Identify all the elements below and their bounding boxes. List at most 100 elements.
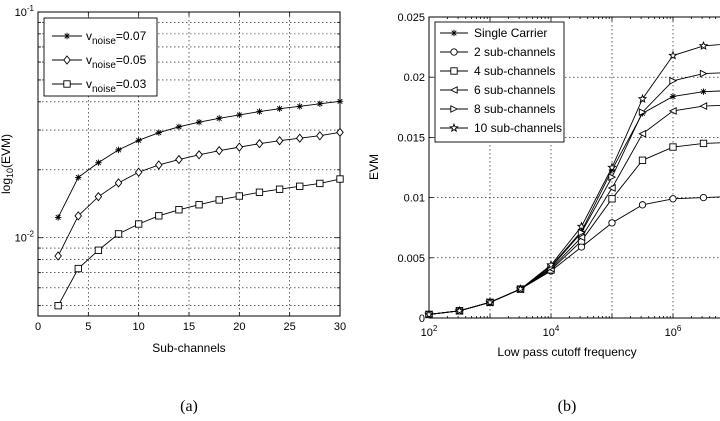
chart-b-legend-marker [450,67,458,75]
chart-a-point [54,214,62,221]
chart-b-legend-label: 6 sub-channels [474,83,555,97]
chart-b-point [698,40,709,51]
chart-a-point [235,192,243,200]
chart-b-legend-label: 4 sub-channels [474,64,555,78]
chart-b-legend-marker [449,86,458,94]
chart-a-xtick-label: 25 [284,321,296,333]
chart-a-point [336,98,344,105]
chart-a-point [195,118,203,126]
chart-b-point [700,88,707,95]
chart-a-point [296,103,303,110]
chart-a-point [74,211,83,221]
chart-a-point [75,174,82,181]
chart-b-grid [429,17,720,318]
chart-a-point [155,160,163,170]
chart-b-point [669,93,677,100]
chart-a-xtick-label: 15 [183,321,195,333]
chart-a-xlabel: Sub-channels [152,341,225,355]
chart-b-point [577,233,586,242]
chart-b-point [699,69,708,78]
chart-a-point [114,230,123,238]
chart-b-legend-marker [450,105,459,113]
chart-b-ytick-label: 0.02 [404,72,425,84]
chart-b-point [669,195,677,203]
chart-b-point [608,219,616,227]
chart-a-point [54,302,62,310]
chart-b-point [576,221,587,231]
chart-a-legend-marker [63,80,71,88]
chart-a-ylabel: log10(EVM) [0,134,15,194]
chart-b-ytick-label: 0.01 [404,193,425,205]
chart-a-point [195,201,203,209]
chart-b-point [485,297,495,307]
chart-a-point [94,246,103,254]
chart-a-point [115,146,122,154]
chart-b-legend-marker [450,29,458,37]
chart-b-point [424,309,434,319]
chart-b-point [669,76,678,85]
chart-b-point [699,193,708,202]
chart-a-point [276,105,283,112]
chart-a-xtick-label: 10 [133,321,145,333]
chart-b-point [546,259,556,270]
chart-b-xtick-label: 102 [421,324,438,339]
chart-a-point [256,108,263,115]
chart-b-point [515,284,526,294]
chart-a-legend-label: vnoise=0.05 [86,53,147,71]
chart-a-point [215,145,223,156]
chart-b-legend-box [434,21,565,143]
chart-a-point [336,175,344,183]
chart-a-caption: (a) [180,398,198,415]
chart-b-point [699,102,708,111]
chart-b-point [637,93,648,103]
chart-b-xlabel: Low pass cutoff frequency [497,345,636,359]
chart-b-point [638,156,647,164]
chart-b-xtick-label: 104 [543,324,560,339]
chart-a-point [336,127,344,138]
chart-b-series [424,40,720,319]
chart-b-axes: 102 104 106 0 0.005 0.01 0.015 0.02 0.025 [397,12,717,339]
chart-a-ytick-label: 10-2 [15,230,35,245]
chart-a-point [74,264,82,273]
chart-a-point [316,100,324,108]
chart-b-legend-marker [449,122,459,133]
chart-a-point [134,167,143,177]
chart-b-legend-label: 2 sub-channels [474,45,555,59]
chart-a-ylabel-text: log10(EVM) [0,134,15,194]
chart-b: 102 104 106 0 0.005 0.01 0.015 0.02 0.025 Low pa… [367,12,720,415]
chart-a-point [275,185,284,193]
chart-a-xtick-label: 5 [85,321,91,333]
chart-a-series [54,98,344,310]
chart-b-point [577,228,586,237]
chart-a-axes: 0 5 10 15 20 25 30 10-2 10-1 [15,4,347,333]
chart-a-point [215,196,223,204]
chart-b-legend-label: Single Carrier [474,26,547,40]
chart-a-grid [38,12,340,316]
chart-b-xtick-label: 106 [665,324,682,339]
chart-b-point [454,305,465,315]
chart-a-point [295,133,304,143]
chart-a-legend-marker [63,32,71,40]
chart-a-point [135,137,142,144]
chart-a-xtick-label: 0 [35,321,41,333]
chart-b-point [668,50,678,60]
chart-a-point [316,131,324,141]
chart-b-ytick-label: 0.025 [397,12,425,24]
chart-a-point [275,135,284,146]
chart-a-point [114,178,123,188]
chart-a-point [135,220,143,228]
chart-a: 0 5 10 15 20 25 30 10-2 10-1 Sub-channels log10(… [0,4,346,415]
chart-a-xtick-label: 20 [233,321,245,333]
chart-b-ytick-label: 0.005 [397,253,425,265]
chart-a-legend: vnoise=0.07 vnoise=0.05 vnoise=0.03 [43,17,158,97]
chart-a-ytick-label: 10-1 [15,4,35,19]
chart-a-point [175,206,183,214]
chart-a-legend-label: vnoise=0.03 [86,77,147,95]
chart-b-point [668,106,677,115]
chart-b-point [607,184,616,192]
chart-b-point [638,129,647,138]
chart-a-point [216,115,223,122]
chart-a-point [316,179,324,188]
chart-a-point [94,191,103,202]
chart-a-point [235,142,244,152]
